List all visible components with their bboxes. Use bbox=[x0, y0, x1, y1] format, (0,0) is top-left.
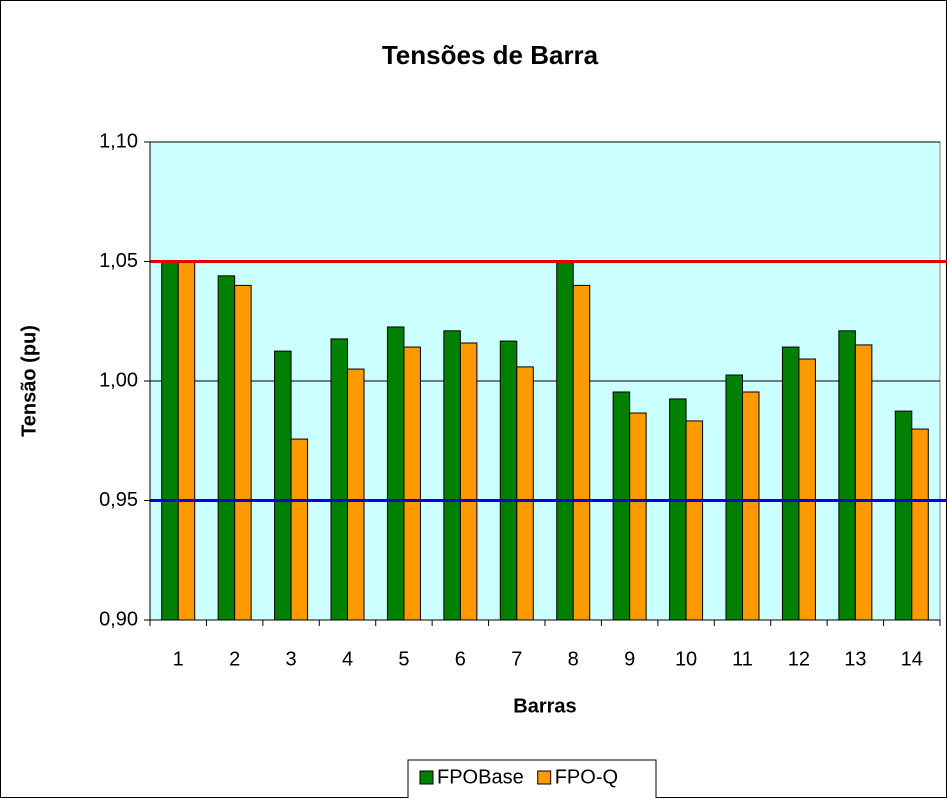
bar bbox=[572, 284, 591, 621]
y-axis-label: Tensão (pu) bbox=[18, 325, 40, 437]
bar bbox=[685, 420, 704, 621]
legend-label: FPO-Q bbox=[555, 766, 618, 788]
x-tick-label: 3 bbox=[286, 648, 297, 670]
bar bbox=[556, 261, 574, 621]
x-tick-label: 12 bbox=[788, 648, 810, 670]
y-tick-label: 0,90 bbox=[99, 608, 138, 630]
legend-swatch bbox=[419, 770, 434, 785]
bar bbox=[161, 261, 179, 621]
bar bbox=[499, 340, 518, 621]
x-tick-label: 6 bbox=[455, 648, 466, 670]
bar bbox=[911, 428, 929, 621]
bar bbox=[234, 284, 252, 621]
x-tick-label: 13 bbox=[844, 648, 866, 670]
bar bbox=[894, 410, 913, 621]
y-tick-label: 1,10 bbox=[99, 130, 138, 152]
bar bbox=[742, 391, 760, 621]
bar bbox=[274, 350, 292, 621]
bar bbox=[516, 366, 534, 621]
x-axis-label: Barras bbox=[513, 695, 576, 717]
x-tick-label: 10 bbox=[675, 648, 697, 670]
bar bbox=[403, 346, 421, 621]
bar bbox=[177, 261, 196, 621]
bar bbox=[330, 338, 348, 621]
x-tick-label: 14 bbox=[901, 648, 923, 670]
x-tick-label: 1 bbox=[173, 648, 184, 670]
legend-swatch bbox=[537, 770, 552, 785]
bar bbox=[838, 330, 856, 621]
y-tick-label: 0,95 bbox=[99, 489, 138, 511]
bar bbox=[347, 368, 365, 621]
bar bbox=[798, 358, 816, 621]
x-tick-label: 9 bbox=[624, 648, 635, 670]
x-tick-label: 8 bbox=[568, 648, 579, 670]
chart-title: Tensões de Barra bbox=[382, 40, 599, 70]
y-tick-label: 1,00 bbox=[99, 369, 138, 391]
bar bbox=[217, 275, 236, 621]
bar bbox=[669, 398, 687, 621]
x-tick-label: 2 bbox=[229, 648, 240, 670]
bar bbox=[854, 344, 873, 621]
x-tick-label: 11 bbox=[732, 648, 753, 670]
bar bbox=[459, 342, 478, 621]
bar bbox=[443, 330, 461, 621]
y-tick-label: 1,05 bbox=[99, 250, 138, 272]
bar bbox=[612, 391, 631, 621]
x-tick-label: 5 bbox=[398, 648, 409, 670]
x-tick-label: 7 bbox=[511, 648, 522, 670]
bar bbox=[386, 326, 405, 621]
bar bbox=[290, 438, 309, 621]
x-tick-label: 4 bbox=[342, 648, 353, 670]
bar bbox=[781, 346, 800, 621]
bar bbox=[629, 412, 647, 621]
legend bbox=[407, 759, 657, 798]
legend-label: FPOBase bbox=[437, 766, 524, 788]
bar bbox=[725, 374, 743, 621]
